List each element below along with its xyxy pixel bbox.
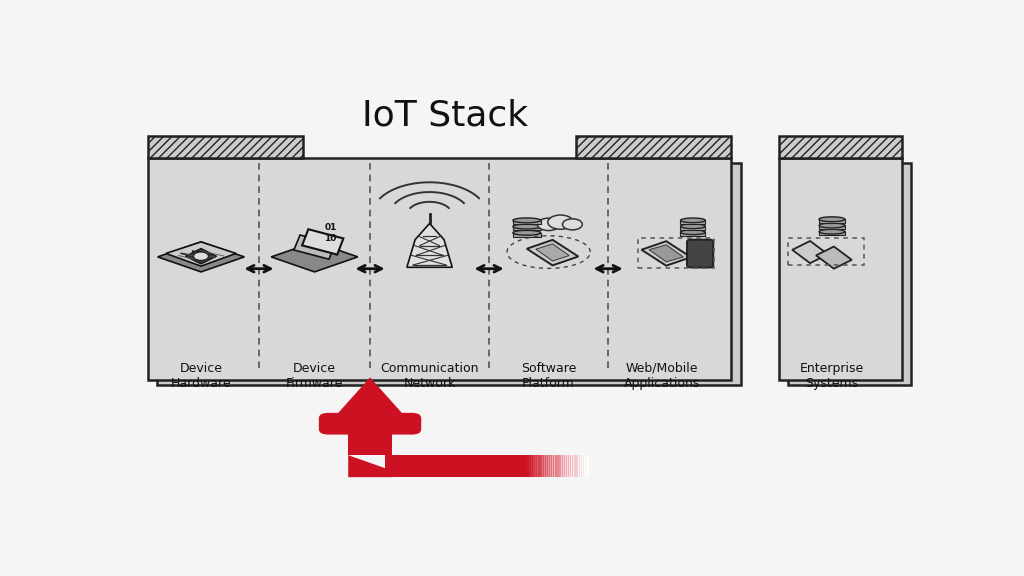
FancyBboxPatch shape (680, 226, 706, 230)
FancyBboxPatch shape (565, 455, 568, 477)
FancyBboxPatch shape (559, 455, 561, 477)
Text: Device
Hardware: Device Hardware (171, 362, 231, 390)
Polygon shape (185, 248, 217, 264)
Ellipse shape (819, 229, 845, 234)
Circle shape (548, 215, 573, 229)
FancyBboxPatch shape (567, 455, 570, 477)
Ellipse shape (513, 218, 541, 223)
FancyBboxPatch shape (536, 455, 539, 477)
FancyBboxPatch shape (578, 455, 581, 477)
FancyBboxPatch shape (575, 455, 579, 477)
Polygon shape (816, 247, 852, 268)
FancyBboxPatch shape (540, 455, 543, 477)
Text: Communication
Network: Communication Network (380, 362, 479, 390)
Polygon shape (649, 245, 683, 262)
FancyBboxPatch shape (348, 424, 392, 455)
Circle shape (538, 218, 560, 230)
Ellipse shape (681, 224, 706, 229)
Text: 01
10: 01 10 (325, 223, 337, 243)
FancyBboxPatch shape (788, 163, 911, 385)
Polygon shape (407, 223, 453, 267)
Polygon shape (302, 229, 343, 255)
FancyBboxPatch shape (513, 220, 541, 224)
Text: Device
Firmware: Device Firmware (286, 362, 343, 390)
Polygon shape (271, 242, 357, 272)
Text: Web/Mobile
Applications: Web/Mobile Applications (624, 362, 700, 390)
Circle shape (562, 219, 583, 230)
FancyBboxPatch shape (147, 158, 731, 380)
Polygon shape (158, 242, 245, 272)
FancyBboxPatch shape (687, 240, 714, 267)
Polygon shape (793, 241, 828, 263)
Ellipse shape (681, 218, 706, 223)
FancyBboxPatch shape (542, 455, 545, 477)
Ellipse shape (819, 217, 845, 222)
FancyBboxPatch shape (778, 158, 902, 380)
FancyBboxPatch shape (573, 455, 577, 477)
Ellipse shape (513, 230, 541, 235)
FancyBboxPatch shape (548, 455, 551, 477)
FancyBboxPatch shape (538, 455, 541, 477)
Polygon shape (294, 235, 335, 259)
Polygon shape (329, 377, 412, 424)
FancyBboxPatch shape (546, 455, 549, 477)
Ellipse shape (819, 223, 845, 228)
Circle shape (194, 252, 209, 260)
FancyBboxPatch shape (158, 163, 740, 385)
FancyBboxPatch shape (385, 455, 588, 477)
FancyBboxPatch shape (529, 455, 531, 477)
Ellipse shape (681, 230, 706, 234)
Text: Software
Platform: Software Platform (521, 362, 577, 390)
FancyBboxPatch shape (582, 455, 585, 477)
FancyBboxPatch shape (577, 135, 731, 158)
Polygon shape (348, 455, 444, 477)
Polygon shape (536, 244, 569, 261)
FancyBboxPatch shape (571, 455, 574, 477)
FancyBboxPatch shape (556, 455, 559, 477)
FancyBboxPatch shape (554, 455, 557, 477)
FancyBboxPatch shape (318, 413, 421, 434)
Text: IoT Stack: IoT Stack (362, 98, 528, 132)
FancyBboxPatch shape (580, 455, 583, 477)
Polygon shape (526, 240, 579, 266)
FancyBboxPatch shape (552, 455, 555, 477)
Polygon shape (641, 241, 691, 266)
FancyBboxPatch shape (544, 455, 547, 477)
Polygon shape (166, 242, 237, 266)
FancyBboxPatch shape (586, 455, 589, 477)
FancyBboxPatch shape (513, 233, 541, 237)
FancyBboxPatch shape (778, 135, 902, 158)
FancyBboxPatch shape (569, 455, 572, 477)
FancyBboxPatch shape (534, 455, 537, 477)
Text: Enterprise
Systems: Enterprise Systems (800, 362, 864, 390)
FancyBboxPatch shape (147, 135, 303, 158)
FancyBboxPatch shape (584, 455, 587, 477)
FancyBboxPatch shape (513, 226, 541, 230)
FancyBboxPatch shape (819, 219, 845, 223)
FancyBboxPatch shape (531, 455, 535, 477)
Ellipse shape (513, 224, 541, 229)
FancyBboxPatch shape (550, 455, 553, 477)
FancyBboxPatch shape (819, 232, 845, 236)
FancyBboxPatch shape (680, 232, 706, 236)
FancyBboxPatch shape (561, 455, 563, 477)
FancyBboxPatch shape (819, 225, 845, 229)
FancyBboxPatch shape (563, 455, 566, 477)
FancyBboxPatch shape (680, 220, 706, 224)
